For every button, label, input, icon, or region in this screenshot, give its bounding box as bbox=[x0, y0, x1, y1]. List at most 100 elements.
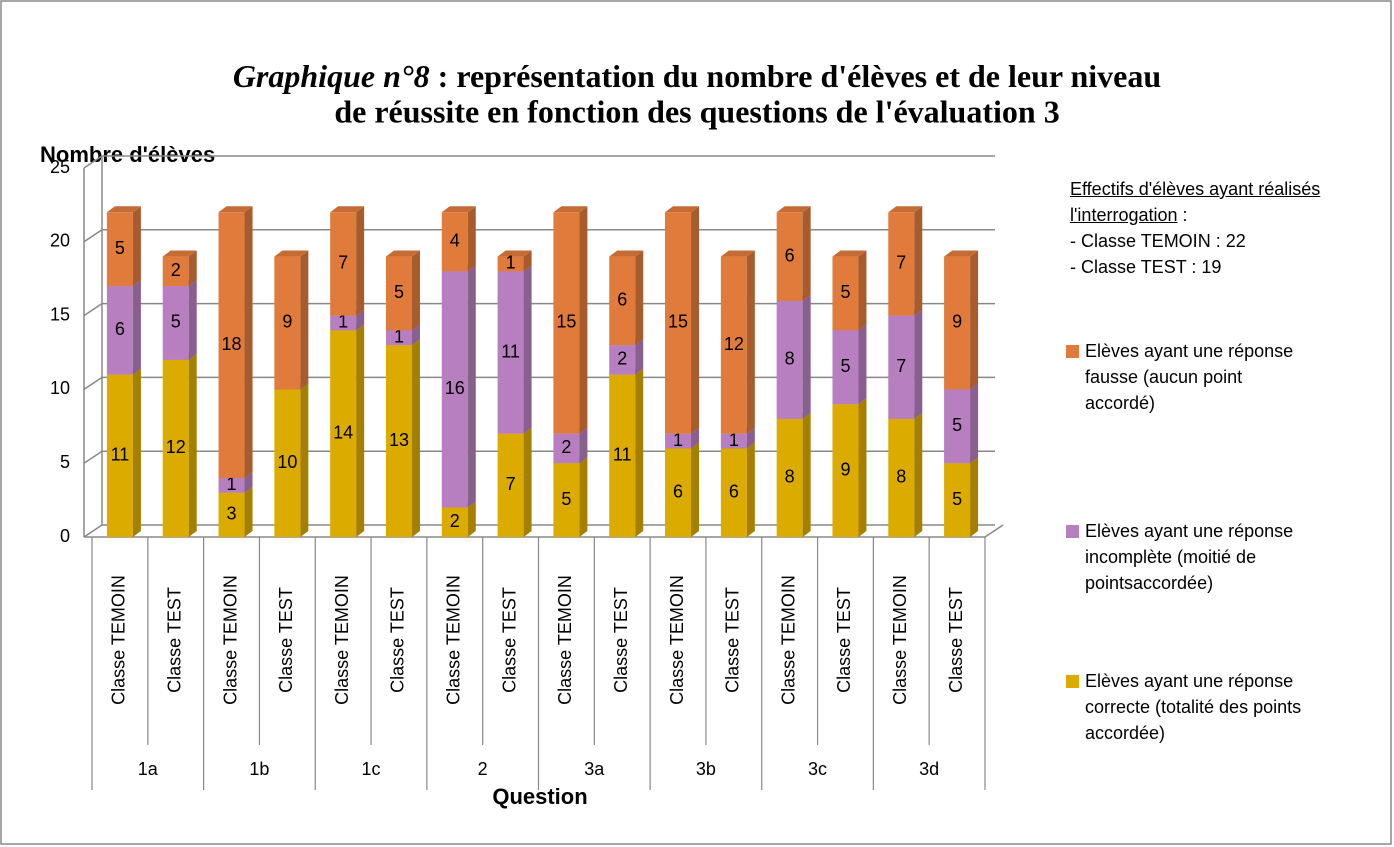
bar-front bbox=[776, 300, 803, 419]
bar-side bbox=[635, 368, 644, 537]
bar-segment bbox=[441, 501, 476, 537]
bar-side bbox=[467, 206, 476, 272]
bar-segment bbox=[944, 383, 979, 464]
data-label: 1 bbox=[729, 430, 739, 450]
bar-side bbox=[970, 457, 979, 537]
bar-front bbox=[888, 315, 915, 419]
bar-front bbox=[776, 418, 803, 537]
bar-segment bbox=[441, 265, 476, 508]
bar-side bbox=[914, 412, 923, 537]
bar-segment bbox=[553, 206, 588, 434]
x-tick-label: Classe TEST bbox=[946, 587, 966, 693]
data-label: 5 bbox=[171, 312, 181, 332]
data-label: 13 bbox=[389, 430, 409, 450]
bar-side bbox=[523, 265, 532, 434]
bar-segment bbox=[106, 206, 141, 287]
bar-side bbox=[411, 324, 420, 346]
bar-side bbox=[635, 339, 644, 375]
data-label: 1 bbox=[394, 326, 404, 346]
bar-front bbox=[274, 389, 301, 537]
data-label: 12 bbox=[724, 334, 744, 354]
x-tick-label: Classe TEMOIN bbox=[555, 575, 575, 705]
bar-side bbox=[691, 427, 700, 449]
group-label: 3d bbox=[919, 759, 939, 779]
bar-top bbox=[776, 206, 811, 213]
bar-segment bbox=[497, 250, 532, 272]
bar-front bbox=[330, 212, 357, 316]
bar-front bbox=[609, 374, 636, 537]
data-label: 4 bbox=[450, 231, 460, 251]
data-label: 11 bbox=[501, 341, 520, 361]
bar-front bbox=[553, 433, 580, 464]
bar-side bbox=[411, 339, 420, 537]
bar-front bbox=[385, 345, 412, 537]
bar-front bbox=[720, 433, 747, 449]
bar-segment bbox=[274, 250, 309, 390]
bar-front bbox=[162, 256, 189, 287]
data-label: 12 bbox=[166, 437, 186, 457]
bar-side bbox=[188, 250, 197, 287]
bar-side bbox=[970, 383, 979, 464]
bar-front bbox=[665, 448, 692, 537]
bar-front bbox=[888, 418, 915, 537]
bar-top bbox=[832, 250, 867, 257]
bar-side bbox=[188, 280, 197, 360]
bar-front bbox=[218, 492, 245, 537]
data-label: 8 bbox=[785, 349, 795, 369]
bar-segment bbox=[162, 250, 197, 287]
x-tick-label: Classe TEMOIN bbox=[332, 575, 352, 705]
title-part: Graphique n°8 bbox=[233, 58, 430, 94]
bar-front bbox=[497, 256, 524, 272]
bar-front bbox=[441, 212, 468, 272]
group-label: 1a bbox=[138, 759, 159, 779]
bar-side bbox=[579, 206, 588, 434]
legend-label: Elèves ayant une réponse correcte (total… bbox=[1085, 671, 1302, 743]
bar-side bbox=[579, 457, 588, 537]
group-label: 3c bbox=[808, 759, 827, 779]
data-label: 7 bbox=[896, 253, 906, 273]
chart-title: Graphique n°8 : représentation du nombre… bbox=[233, 58, 1161, 94]
legend-swatch bbox=[1066, 675, 1079, 688]
bar-segment bbox=[385, 339, 420, 537]
bar-segment bbox=[888, 309, 923, 419]
bar-side bbox=[746, 427, 755, 449]
group-label: 3b bbox=[696, 759, 716, 779]
bar-front bbox=[776, 212, 803, 301]
data-label: 2 bbox=[450, 511, 460, 531]
bar-segment bbox=[665, 206, 700, 434]
x-axis-label: Question bbox=[492, 784, 587, 809]
data-label: 11 bbox=[111, 445, 130, 465]
bar-segment bbox=[106, 280, 141, 375]
data-label: 8 bbox=[785, 467, 795, 487]
group-label: 1c bbox=[362, 759, 381, 779]
bar-side bbox=[132, 280, 141, 375]
annotation-separator: : bbox=[1182, 205, 1188, 225]
bar-top bbox=[553, 206, 588, 213]
bar-side bbox=[356, 206, 365, 316]
bar-front bbox=[832, 330, 859, 405]
legend-swatch bbox=[1066, 525, 1079, 538]
bar-side bbox=[244, 486, 253, 537]
x-tick-label: Classe TEMOIN bbox=[220, 575, 240, 705]
bar-front bbox=[944, 256, 971, 390]
bar-segment bbox=[497, 265, 532, 434]
bar-front bbox=[106, 374, 133, 537]
bar-side bbox=[411, 250, 420, 331]
bar-side bbox=[746, 442, 755, 537]
data-label: 1 bbox=[227, 474, 237, 494]
legend-label: Elèves ayant une réponse incomplète (moi… bbox=[1085, 521, 1294, 593]
y-tick-label: 25 bbox=[50, 157, 70, 177]
bar-front bbox=[665, 433, 692, 449]
bar-top bbox=[720, 250, 755, 257]
y-tick-label: 5 bbox=[60, 452, 70, 472]
legend-label: Elèves ayant une réponse fausse (aucun p… bbox=[1085, 341, 1294, 413]
bar-side bbox=[356, 309, 365, 331]
bar-side bbox=[802, 206, 811, 301]
data-label: 5 bbox=[840, 282, 850, 302]
bar-top bbox=[609, 250, 644, 257]
data-label: 5 bbox=[952, 489, 962, 509]
y-axis-label: Nombre d'élèves bbox=[40, 142, 215, 167]
annotation-line: - Classe TEST : 19 bbox=[1070, 257, 1222, 277]
bar-segment bbox=[832, 324, 867, 405]
group-label: 2 bbox=[478, 759, 488, 779]
